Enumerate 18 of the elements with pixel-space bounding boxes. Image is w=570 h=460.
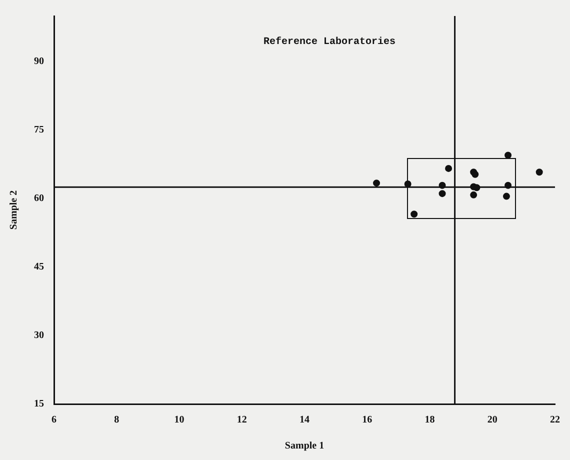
x-axis-title: Sample 1 bbox=[284, 440, 324, 452]
x-tick-label: 18 bbox=[424, 414, 435, 426]
y-tick-label: 45 bbox=[34, 262, 44, 273]
y-tick-label: 75 bbox=[34, 124, 44, 136]
x-tick-label: 10 bbox=[174, 414, 184, 426]
x-tick-label: 14 bbox=[300, 414, 310, 426]
text: Reference Laboratories bbox=[264, 36, 396, 48]
y-tick-label: 90 bbox=[34, 56, 44, 68]
y-tick-label: 30 bbox=[34, 330, 44, 342]
y-axis-title: Sample 2 bbox=[8, 190, 20, 230]
x-tick-label: 22 bbox=[550, 414, 560, 426]
x-tick-label: 12 bbox=[236, 414, 247, 426]
y-tick-label: 15 bbox=[34, 398, 44, 410]
x-tick-label: 6 bbox=[52, 414, 56, 426]
x-tick-label: 20 bbox=[487, 414, 498, 426]
x-tick-label: 8 bbox=[114, 414, 120, 426]
y-tick-label: 60 bbox=[34, 193, 44, 204]
x-tick-label: 16 bbox=[362, 414, 372, 426]
